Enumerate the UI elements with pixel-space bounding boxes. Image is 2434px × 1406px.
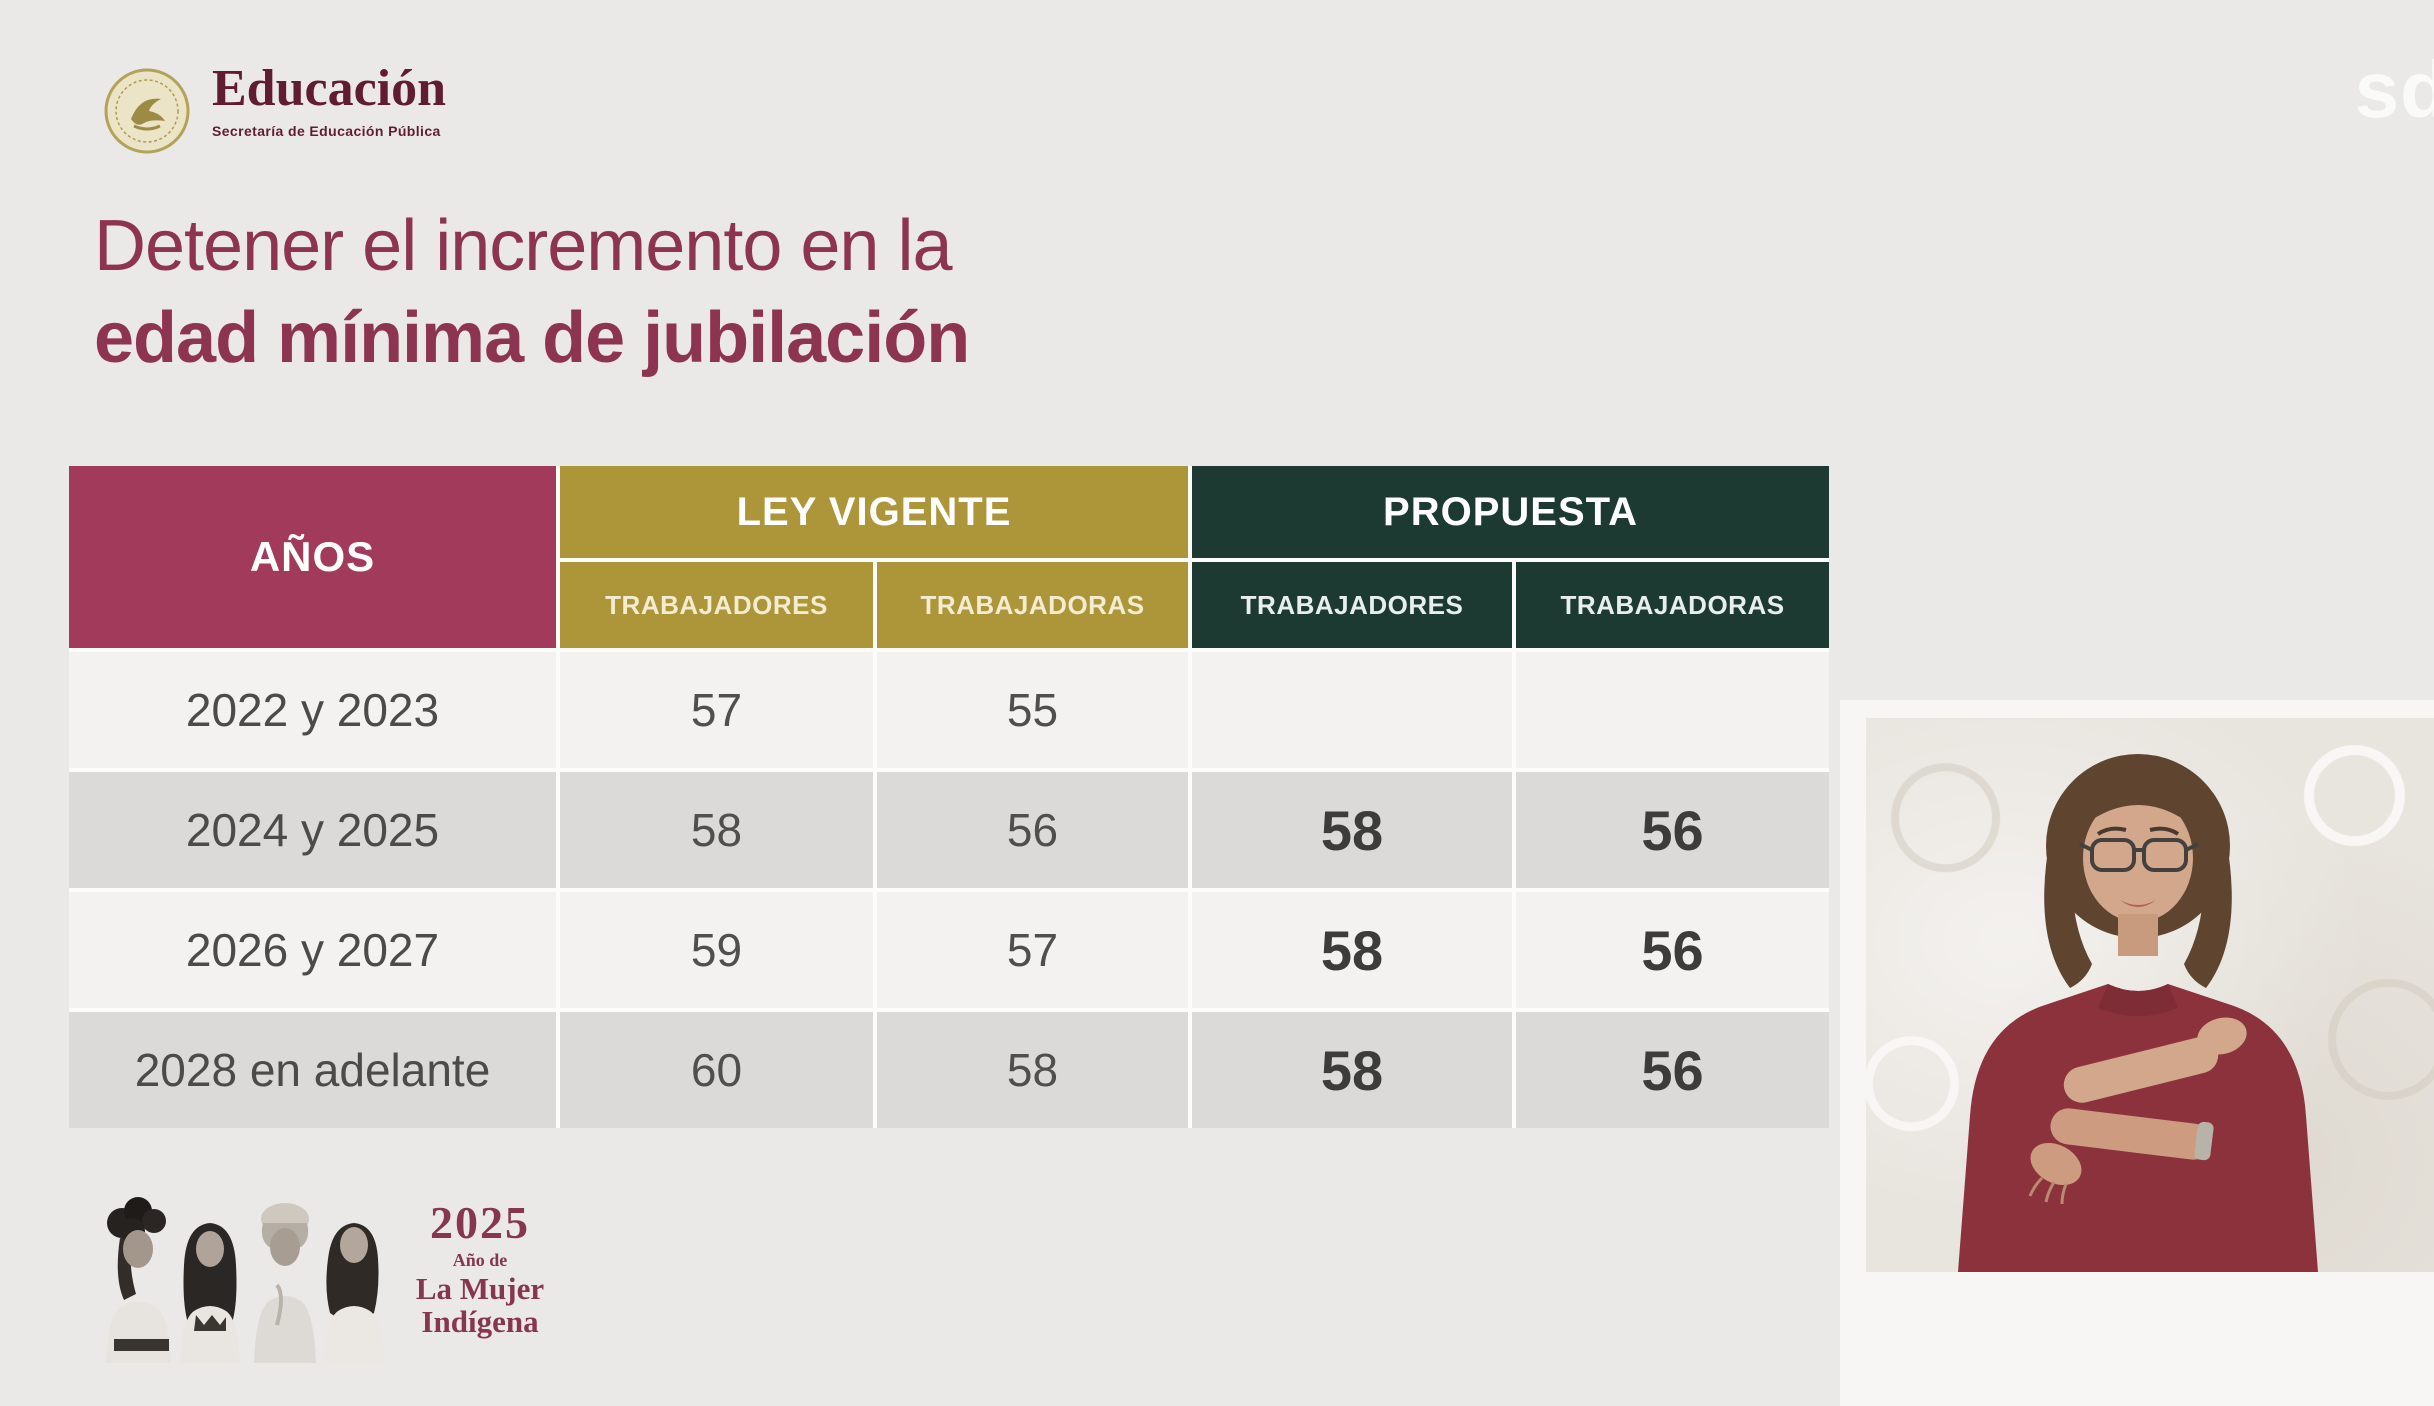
mujer-indigena-line3: Indígena xyxy=(421,1303,539,1339)
sign-language-interpreter-video xyxy=(1840,700,2434,1406)
mujer-indigena-line2: La Mujer xyxy=(415,1271,545,1306)
slide-title-line2: edad mínima de jubilación xyxy=(94,298,970,378)
table-cell-value: 59 xyxy=(560,892,873,1008)
table-cell-value: 57 xyxy=(560,652,873,768)
table-cell-value: 58 xyxy=(560,772,873,888)
brand-name: Educación xyxy=(212,60,447,117)
mexico-seal-icon xyxy=(104,68,190,154)
subheader-prop-trabajadores: TRABAJADORES xyxy=(1192,562,1512,648)
table-cell-value: 55 xyxy=(877,652,1188,768)
table-cell-value: 57 xyxy=(877,892,1188,1008)
interpreter-video-background xyxy=(1866,718,2434,1272)
broadcast-watermark: sd xyxy=(2354,45,2434,134)
table-cell-years: 2026 y 2027 xyxy=(69,892,556,1008)
sign-language-interpreter xyxy=(1958,754,2318,1272)
retirement-age-table: AÑOS LEY VIGENTE PROPUESTA TRABAJADORES … xyxy=(69,466,1829,1128)
table-cell-years: 2022 y 2023 xyxy=(69,652,556,768)
slide-title: Detener el incremento en la edad mínima … xyxy=(94,200,970,384)
mujer-indigena-year: 2025 xyxy=(430,1197,530,1248)
table-cell-value: 58 xyxy=(877,1012,1188,1128)
table-cell-value: 60 xyxy=(560,1012,873,1128)
table-cell-years: 2028 en adelante xyxy=(69,1012,556,1128)
indigenous-women-photo xyxy=(106,1197,384,1363)
table-cell-value: 58 xyxy=(1192,1012,1512,1128)
sep-logo: Educación Secretaría de Educación Públic… xyxy=(104,60,447,154)
slide-title-line1: Detener el incremento en la xyxy=(94,206,953,286)
table-cell-value: 56 xyxy=(877,772,1188,888)
table-cell-value: 56 xyxy=(1516,772,1829,888)
table-cell-value: 58 xyxy=(1192,772,1512,888)
subheader-ley-trabajadores: TRABAJADORES xyxy=(560,562,873,648)
subheader-prop-trabajadoras: TRABAJADORAS xyxy=(1516,562,1829,648)
mujer-indigena-line1: Año de xyxy=(452,1250,508,1270)
table-cell-value: 56 xyxy=(1516,1012,1829,1128)
brand-text: Educación Secretaría de Educación Públic… xyxy=(212,60,447,139)
column-header-years: AÑOS xyxy=(69,466,556,648)
table-cell-value: 56 xyxy=(1516,892,1829,1008)
mujer-indigena-logo-text: 2025 Año de La Mujer Indígena xyxy=(398,1200,562,1338)
table-cell-value xyxy=(1516,652,1829,768)
group-header-propuesta: PROPUESTA xyxy=(1192,466,1829,558)
table-cell-value xyxy=(1192,652,1512,768)
table-cell-years: 2024 y 2025 xyxy=(69,772,556,888)
brand-subtitle: Secretaría de Educación Pública xyxy=(212,122,441,139)
subheader-ley-trabajadoras: TRABAJADORAS xyxy=(877,562,1188,648)
group-header-ley-vigente: LEY VIGENTE xyxy=(560,466,1188,558)
table-cell-value: 58 xyxy=(1192,892,1512,1008)
